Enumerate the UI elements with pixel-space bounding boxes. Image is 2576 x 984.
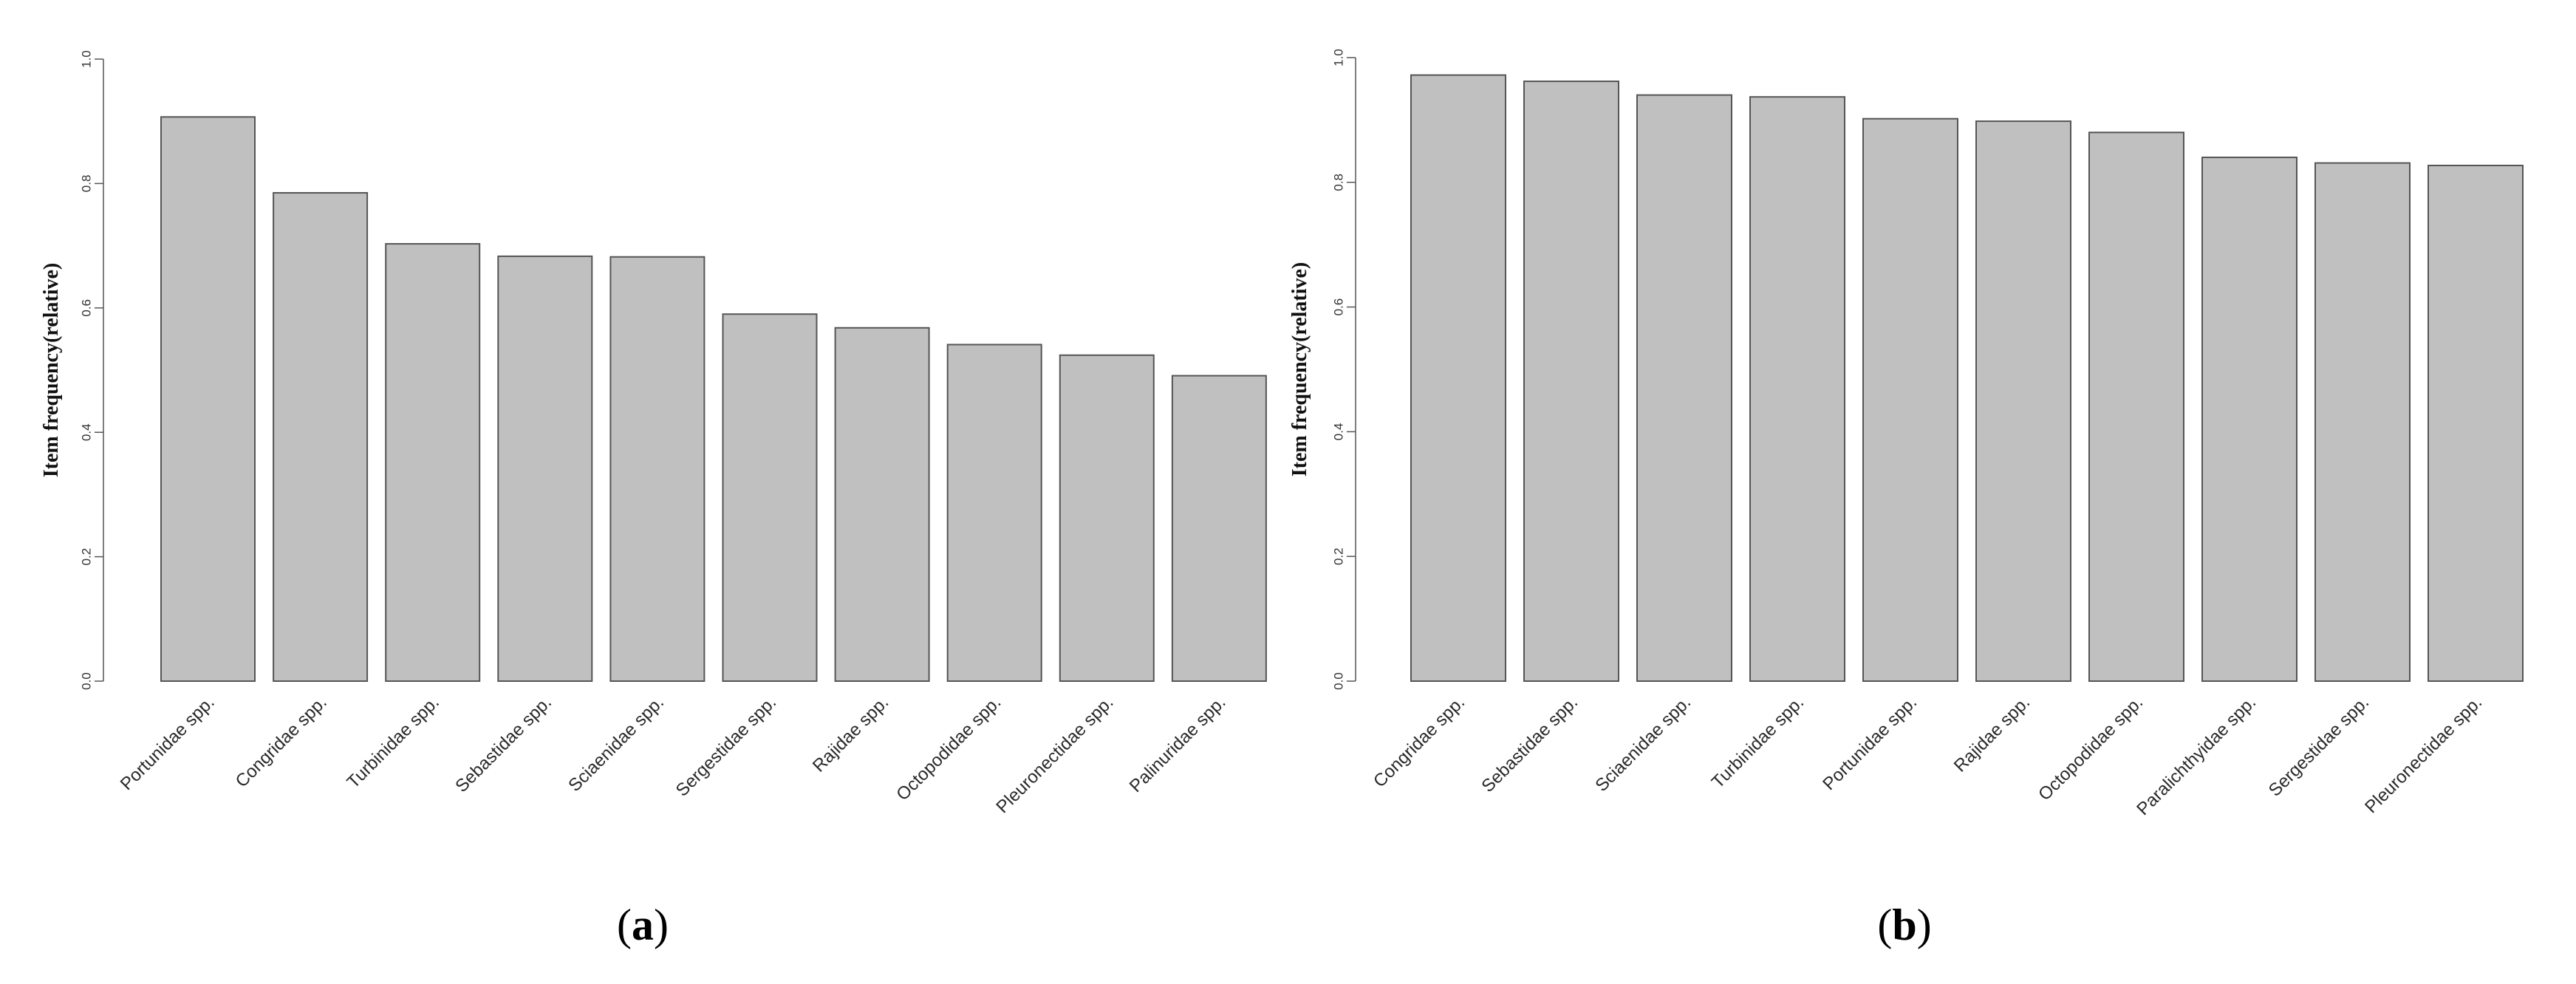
y-tick-label: 0.2 bbox=[1331, 547, 1345, 565]
x-tick-label: Portunidae spp. bbox=[1819, 692, 1921, 794]
bar bbox=[2201, 157, 2297, 683]
bar bbox=[1059, 354, 1155, 682]
y-tick-label: 0.8 bbox=[1331, 174, 1345, 191]
bar bbox=[2428, 165, 2524, 682]
x-tick-label: Pleuronectidae spp. bbox=[992, 692, 1117, 817]
bar bbox=[834, 327, 930, 682]
y-axis-label: Item frequency(relative) bbox=[40, 263, 63, 478]
y-tick-label: 0.4 bbox=[1331, 423, 1345, 441]
y-axis-label: Item frequency(relative) bbox=[1288, 262, 1311, 477]
x-tick-label: Turbinidae spp. bbox=[1708, 692, 1808, 792]
x-tick-label: Portunidae spp. bbox=[117, 692, 219, 794]
x-tick-label: Octopodidae spp. bbox=[2035, 692, 2147, 804]
x-tick-label: Sciaenidae spp. bbox=[564, 692, 668, 796]
y-tick-label: 0.0 bbox=[79, 672, 93, 690]
y-tick-label: 0.8 bbox=[79, 175, 93, 193]
panel-label: (a) bbox=[617, 901, 669, 949]
y-tick-label: 0.6 bbox=[79, 299, 93, 317]
bar bbox=[497, 255, 593, 682]
x-tick-label: Turbinidae spp. bbox=[343, 692, 443, 792]
x-tick-label: Sciaenidae spp. bbox=[1591, 692, 1695, 796]
panel-label: (b) bbox=[1877, 901, 1931, 949]
bar bbox=[1636, 94, 1732, 682]
bar bbox=[946, 344, 1042, 682]
x-tick-label: Sergestidae spp. bbox=[672, 692, 780, 800]
x-tick-label: Sebastidae spp. bbox=[451, 692, 556, 796]
bar bbox=[1975, 120, 2071, 682]
bar bbox=[722, 313, 818, 682]
x-tick-label: Sergestidae spp. bbox=[2265, 692, 2373, 800]
x-tick-label: Sebastidae spp. bbox=[1477, 692, 1582, 796]
x-tick-label: Paralichthyidae spp. bbox=[2133, 692, 2260, 819]
x-tick-label: Octopodidae spp. bbox=[892, 692, 1005, 804]
x-tick-label: Congridae spp. bbox=[232, 692, 331, 791]
chart-panel-b: 0.0 0.2 0.4 0.6 0.8 1.0 Item frequency(relativ… bbox=[1288, 49, 2524, 949]
x-tick-label: Palinuridae spp. bbox=[1126, 692, 1230, 796]
bar bbox=[1523, 81, 1619, 682]
bar bbox=[1410, 74, 1506, 682]
bar bbox=[1171, 375, 1267, 682]
y-tick-label: 0.0 bbox=[1331, 672, 1345, 690]
x-tick-label: Rajidae spp. bbox=[1950, 692, 2034, 776]
y-tick-label: 0.4 bbox=[79, 423, 93, 441]
bar bbox=[2088, 131, 2184, 682]
y-tick-label: 0.2 bbox=[79, 548, 93, 566]
x-tick-label: Rajidae spp. bbox=[809, 692, 892, 776]
bar bbox=[160, 116, 256, 682]
bar bbox=[1862, 117, 1958, 683]
y-tick-label: 0.6 bbox=[1331, 298, 1345, 316]
bar bbox=[1749, 96, 1845, 682]
bar bbox=[609, 256, 706, 683]
y-tick-label: 1.0 bbox=[1331, 49, 1345, 66]
bar bbox=[273, 192, 369, 682]
bar bbox=[2314, 162, 2411, 683]
x-tick-label: Pleuronectidae spp. bbox=[2361, 692, 2486, 817]
x-tick-label: Congridae spp. bbox=[1370, 692, 1469, 791]
y-tick-label: 1.0 bbox=[79, 50, 93, 68]
bar bbox=[385, 243, 481, 683]
chart-panel-a: 0.0 0.2 0.4 0.6 0.8 1.0 Item frequency(relativ… bbox=[40, 50, 1267, 949]
